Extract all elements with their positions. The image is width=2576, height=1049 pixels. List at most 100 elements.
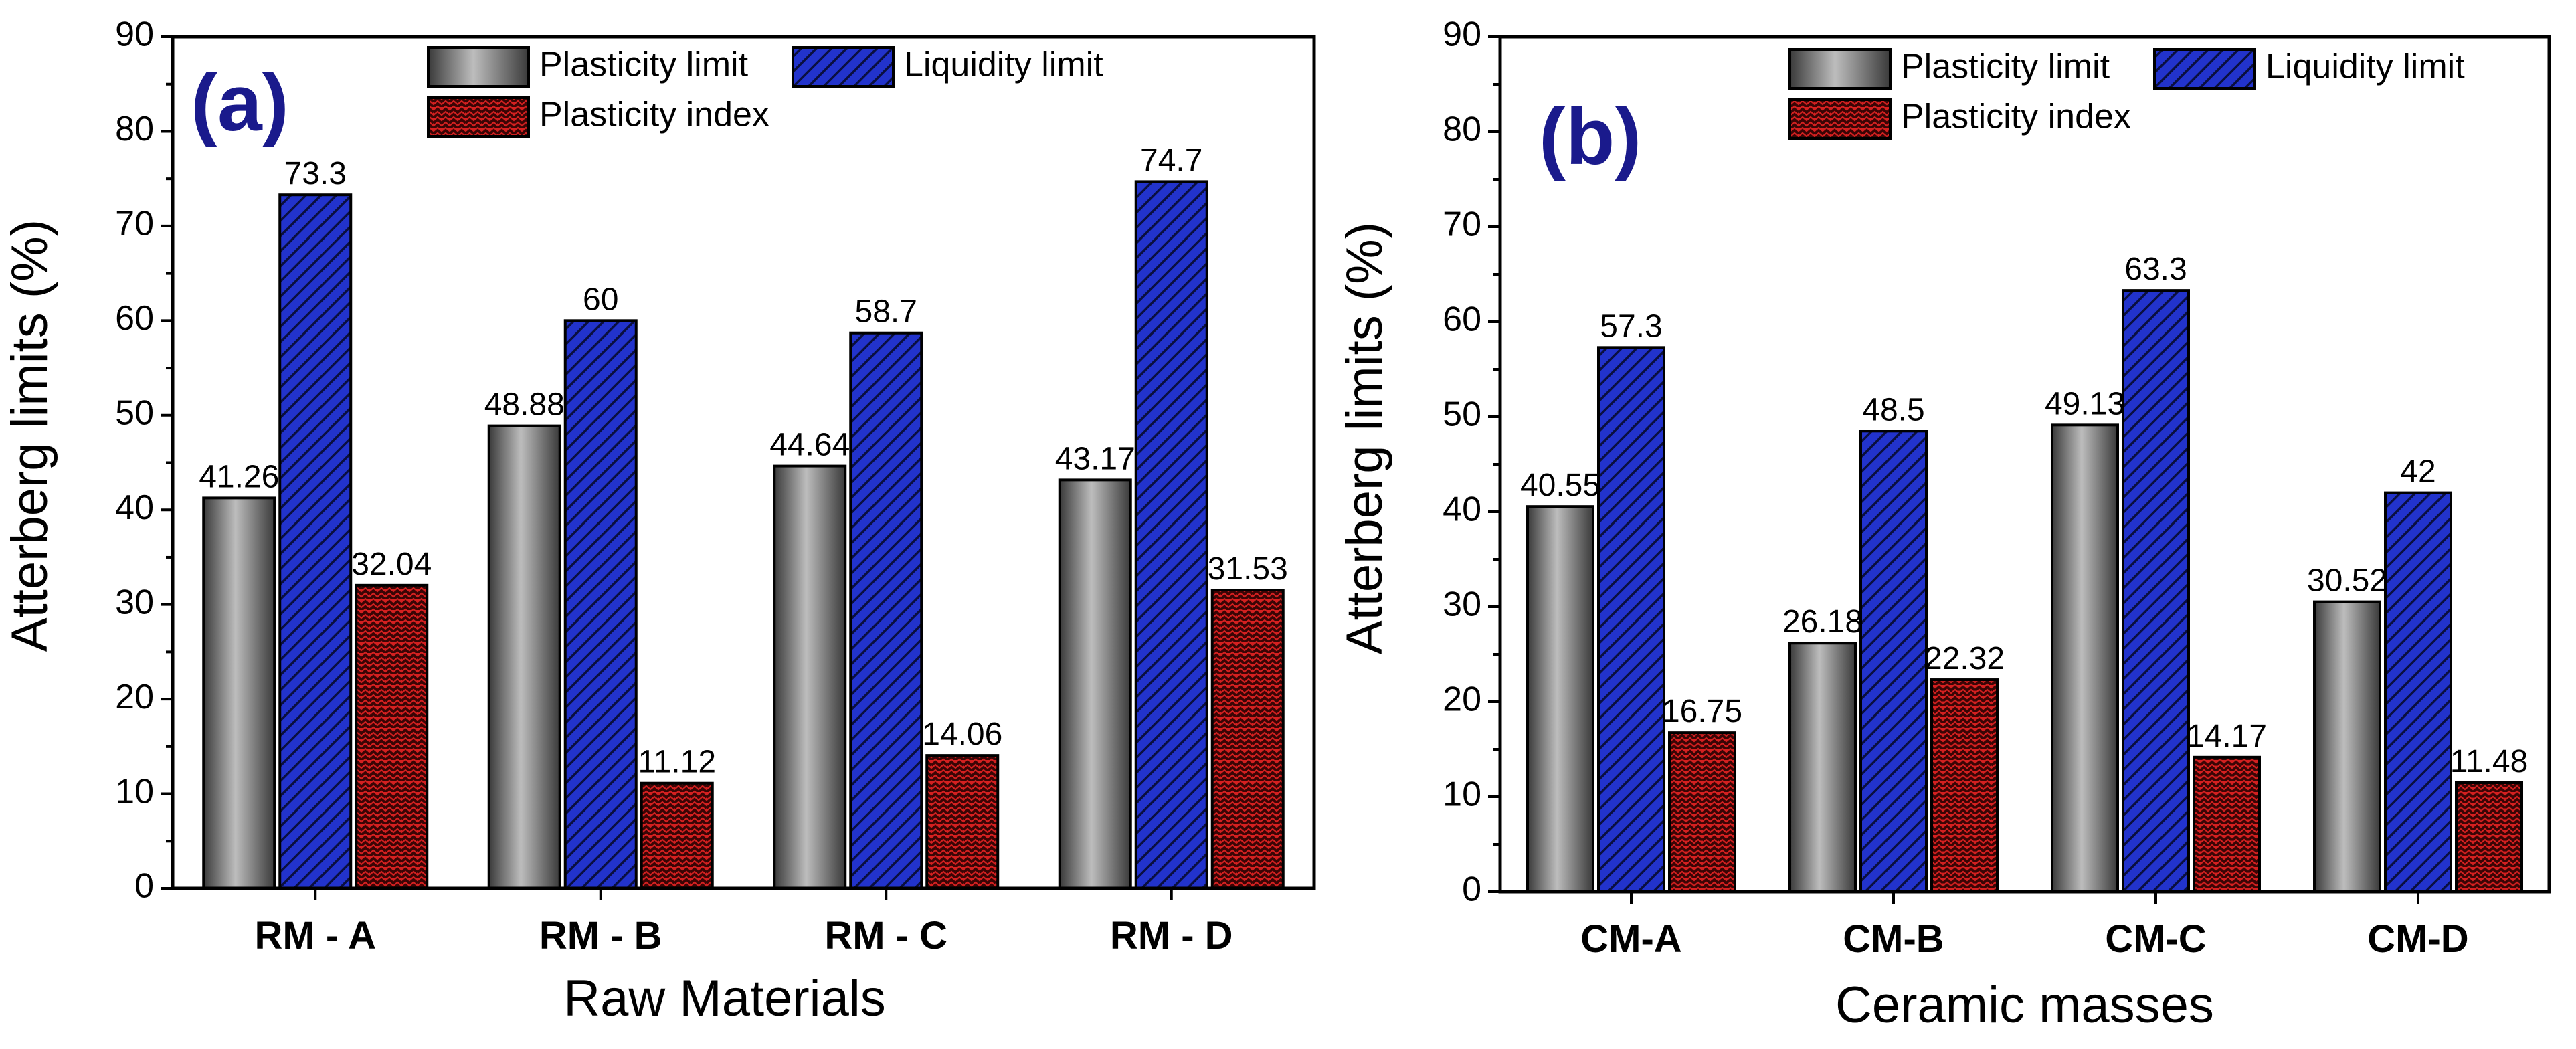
- legend-label-liquidity-limit: Liquidity limit: [904, 45, 1103, 84]
- bar-liquidity-limit: [1134, 180, 1208, 890]
- data-label-liquidity-limit: 73.3: [284, 156, 347, 191]
- data-label-plasticity-limit: 40.55: [1520, 468, 1600, 503]
- data-label-plasticity-limit: 43.17: [1055, 441, 1135, 476]
- data-label-liquidity-limit: 42: [2400, 454, 2435, 490]
- x-category-label: RM - A: [255, 914, 376, 957]
- y-tick-label: 30: [1443, 585, 1481, 624]
- y-tick-label: 50: [115, 394, 154, 433]
- data-label-plasticity-index: 31.53: [1208, 551, 1288, 587]
- y-tick-label: 70: [115, 205, 154, 244]
- bar-plasticity-index: [925, 754, 1000, 890]
- bar-plasticity-index: [2193, 755, 2261, 894]
- bar-plasticity-index: [355, 583, 429, 890]
- bar-plasticity-limit: [1526, 505, 1594, 893]
- data-label-plasticity-limit: 49.13: [2045, 386, 2125, 421]
- bar-plasticity-limit: [1788, 642, 1857, 894]
- data-labels-b: 40.55 57.3 16.75 26.18 48.5 22.32 49.13 63.3 14.…: [1520, 252, 2528, 779]
- legend-swatch-plasticity-index: [1788, 98, 1892, 140]
- bar-liquidity-limit: [563, 319, 638, 890]
- data-label-plasticity-index: 16.75: [1662, 694, 1742, 729]
- data-label-plasticity-index: 14.17: [2187, 719, 2267, 754]
- y-tick-label: 20: [115, 678, 154, 717]
- y-tick-label: 60: [1443, 300, 1481, 339]
- data-label-plasticity-limit: 30.52: [2307, 563, 2387, 599]
- x-category-label: RM - B: [539, 914, 662, 957]
- x-category-label: CM-C: [2105, 917, 2206, 961]
- data-label-liquidity-limit: 57.3: [1600, 308, 1662, 344]
- y-tick-label: 10: [115, 772, 154, 811]
- data-label-plasticity-limit: 26.18: [1782, 604, 1863, 640]
- y-tick-label: 50: [1443, 395, 1481, 434]
- legend-label-plasticity-index: Plasticity index: [539, 96, 769, 134]
- bar-liquidity-limit: [278, 193, 353, 890]
- legend-label-plasticity-limit: Plasticity limit: [539, 45, 749, 84]
- y-tick-label: 20: [1443, 680, 1481, 719]
- bar-liquidity-limit: [1859, 430, 1928, 893]
- bars-b: [1526, 289, 2523, 894]
- legend-swatch-liquidity-limit: [2153, 48, 2256, 90]
- y-tick-label: 0: [134, 867, 154, 906]
- panel-label-a: (a): [191, 58, 289, 148]
- bar-plasticity-limit: [202, 496, 276, 890]
- data-label-plasticity-limit: 44.64: [769, 427, 850, 463]
- data-label-liquidity-limit: 60: [583, 282, 618, 317]
- y-tick-label: 40: [115, 488, 154, 527]
- panel-b: Atterberg limits (%) 0 10 20 30 40 50 60 70 80 90…: [1336, 15, 2551, 1034]
- legend-a: Plasticity limit Liquidity limit Plasticit…: [427, 45, 1103, 138]
- y-tick-label: 0: [1462, 870, 1481, 909]
- data-label-plasticity-index: 14.06: [922, 717, 1002, 752]
- x-category-label: CM-D: [2367, 917, 2468, 961]
- y-tick-label: 10: [1443, 775, 1481, 814]
- bars-a: [202, 180, 1285, 890]
- data-label-liquidity-limit: 48.5: [1862, 392, 1924, 427]
- data-label-plasticity-index: 11.12: [638, 745, 716, 780]
- x-category-label: CM-A: [1580, 917, 1681, 961]
- bar-liquidity-limit: [2384, 491, 2452, 893]
- y-axis-ticks-b: 0 10 20 30 40 50 60 70 80 90: [1443, 15, 1500, 909]
- y-axis-ticks-a: 0 10 20 30 40 50 60 70 80 90: [115, 15, 173, 906]
- legend-label-plasticity-index: Plasticity index: [1901, 98, 2131, 136]
- data-label-liquidity-limit: 63.3: [2124, 252, 2187, 287]
- bar-plasticity-limit: [2051, 423, 2119, 893]
- category-labels-a: RM - A RM - B RM - C RM - D: [255, 888, 1233, 957]
- legend-swatch-plasticity-limit: [427, 46, 530, 88]
- bar-plasticity-limit: [2313, 600, 2381, 894]
- bar-plasticity-index: [2455, 781, 2523, 894]
- y-tick-label: 40: [1443, 490, 1481, 529]
- plot-frame-b: [1498, 35, 2551, 894]
- y-tick-label: 80: [1443, 110, 1481, 149]
- bar-plasticity-limit: [1058, 478, 1132, 890]
- data-label-plasticity-index: 11.48: [2450, 744, 2528, 779]
- data-label-plasticity-limit: 41.26: [199, 459, 279, 494]
- category-labels-b: CM-A CM-B CM-C CM-D: [1580, 892, 2469, 961]
- y-axis-title-b: Atterberg limits (%): [1336, 222, 1393, 654]
- legend-swatch-liquidity-limit: [792, 46, 895, 88]
- bar-plasticity-limit: [487, 424, 561, 890]
- bar-liquidity-limit: [1597, 346, 1665, 893]
- panel-label-b: (b): [1539, 92, 1641, 181]
- y-tick-label: 90: [1443, 15, 1481, 54]
- data-label-liquidity-limit: 74.7: [1140, 142, 1202, 178]
- legend-swatch-plasticity-index: [427, 96, 530, 138]
- bar-plasticity-index: [1210, 589, 1285, 890]
- y-tick-label: 60: [115, 299, 154, 338]
- bar-plasticity-index: [640, 781, 714, 890]
- y-axis-title-a: Atterberg limits (%): [1, 219, 58, 652]
- panel-a: Atterberg limits (%) 0 10 20 30 40 50 60 70 80 90…: [1, 15, 1316, 1027]
- plot-frame-a: [171, 35, 1316, 890]
- x-category-label: RM - C: [824, 914, 947, 957]
- bar-plasticity-index: [1930, 678, 1999, 894]
- y-tick-label: 80: [115, 110, 154, 149]
- y-tick-label: 30: [115, 583, 154, 622]
- data-label-plasticity-index: 22.32: [1924, 641, 2005, 676]
- legend-label-plasticity-limit: Plasticity limit: [1901, 47, 2110, 86]
- bar-plasticity-index: [1668, 731, 1736, 894]
- data-label-liquidity-limit: 58.7: [855, 294, 917, 330]
- x-axis-title-a: Raw Materials: [563, 970, 885, 1027]
- bar-plasticity-limit: [773, 464, 847, 890]
- data-label-plasticity-limit: 48.88: [484, 387, 565, 423]
- data-labels-a: 41.26 73.3 32.04 48.88 60 11.12 44.64 58.7 14.06…: [199, 142, 1288, 779]
- x-category-label: RM - D: [1110, 914, 1233, 957]
- legend-swatch-plasticity-limit: [1788, 48, 1892, 90]
